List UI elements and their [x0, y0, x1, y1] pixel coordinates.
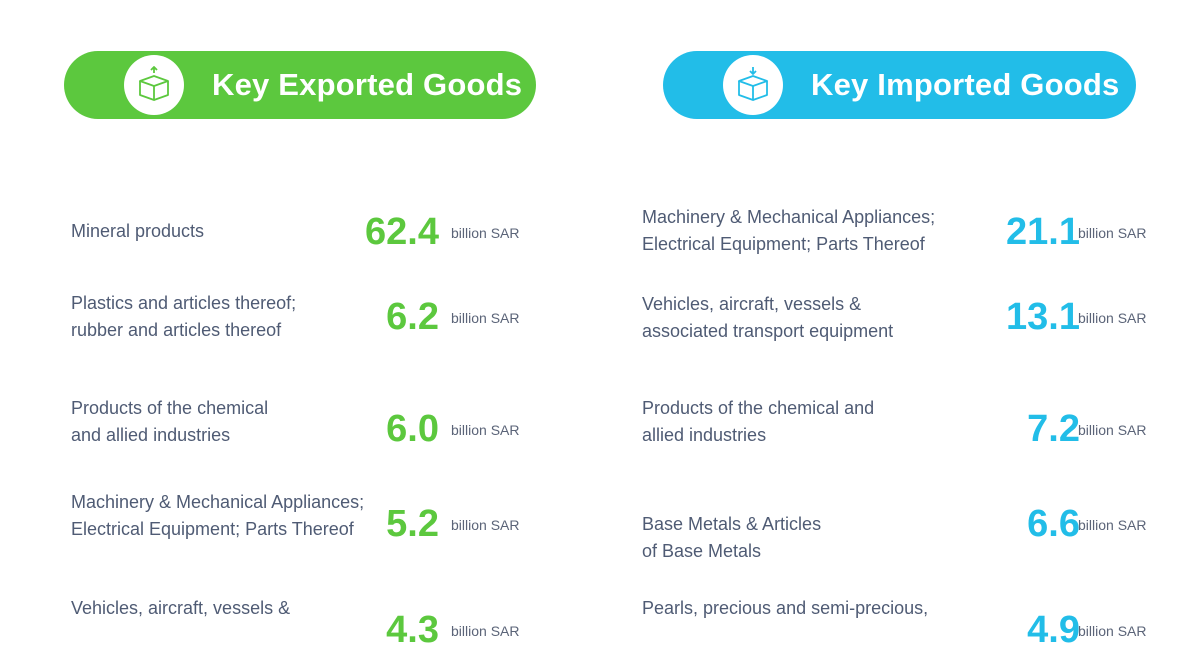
import-item-label: Machinery & Mechanical Appliances; Elect… — [642, 207, 936, 254]
import-item-value: 6.6 — [1027, 503, 1080, 545]
import-item-value: 21.1 — [1006, 211, 1080, 253]
imported-goods-title: Key Imported Goods — [811, 67, 1120, 102]
export-item-label: Machinery & Mechanical Appliances; Elect… — [71, 492, 365, 539]
import-item-label: Base Metals & Articles of Base Metals — [642, 514, 822, 561]
export-item-label: Products of the chemical and allied indu… — [71, 398, 269, 445]
export-item-unit: billion SAR — [451, 225, 520, 241]
export-item-value: 4.3 — [386, 609, 439, 651]
export-item: Vehicles, aircraft, vessels & 4.3 billio… — [71, 598, 531, 662]
import-item-unit: billion SAR — [1078, 422, 1147, 438]
imported-goods-header: Key Imported Goods — [663, 51, 1136, 119]
import-item: Base Metals & Articles of Base Metals 6.… — [642, 492, 1162, 561]
import-item-value: 13.1 — [1006, 296, 1080, 338]
import-item-label: Products of the chemical and allied indu… — [642, 398, 875, 445]
import-item: Products of the chemical and allied indu… — [642, 397, 1162, 461]
import-item-unit: billion SAR — [1078, 225, 1147, 241]
exported-goods-header: Key Exported Goods — [64, 51, 536, 119]
import-item-label: Pearls, precious and semi-precious, — [642, 598, 929, 618]
export-item: Mineral products 62.4 billion SAR — [71, 200, 531, 264]
export-item-unit: billion SAR — [451, 422, 520, 438]
export-item-unit: billion SAR — [451, 623, 520, 639]
export-item-label: Vehicles, aircraft, vessels & — [71, 598, 291, 618]
export-item-unit: billion SAR — [451, 517, 520, 533]
box-down-icon — [723, 55, 783, 115]
export-item-unit: billion SAR — [451, 310, 520, 326]
import-item-value: 7.2 — [1027, 408, 1080, 450]
import-item-label: Vehicles, aircraft, vessels & associated… — [642, 294, 894, 341]
export-item: Products of the chemical and allied indu… — [71, 397, 531, 461]
export-item: Machinery & Mechanical Appliances; Elect… — [71, 492, 531, 556]
import-item-value: 4.9 — [1027, 609, 1080, 651]
import-item: Vehicles, aircraft, vessels & associated… — [642, 285, 1162, 349]
export-item-value: 6.0 — [386, 408, 439, 450]
export-item: Plastics and articles thereof; rubber an… — [71, 285, 531, 349]
export-item-label: Plastics and articles thereof; rubber an… — [71, 293, 297, 340]
import-item: Pearls, precious and semi-precious, 4.9 … — [642, 598, 1162, 662]
import-item: Machinery & Mechanical Appliances; Elect… — [642, 200, 1162, 264]
import-item-unit: billion SAR — [1078, 517, 1147, 533]
import-item-unit: billion SAR — [1078, 623, 1147, 639]
export-item-value: 6.2 — [386, 296, 439, 338]
export-item-value: 5.2 — [386, 503, 439, 545]
exported-goods-title: Key Exported Goods — [212, 67, 523, 102]
export-item-value: 62.4 — [365, 211, 439, 253]
export-item-label: Mineral products — [71, 221, 205, 241]
box-up-icon — [124, 55, 184, 115]
import-item-unit: billion SAR — [1078, 310, 1147, 326]
